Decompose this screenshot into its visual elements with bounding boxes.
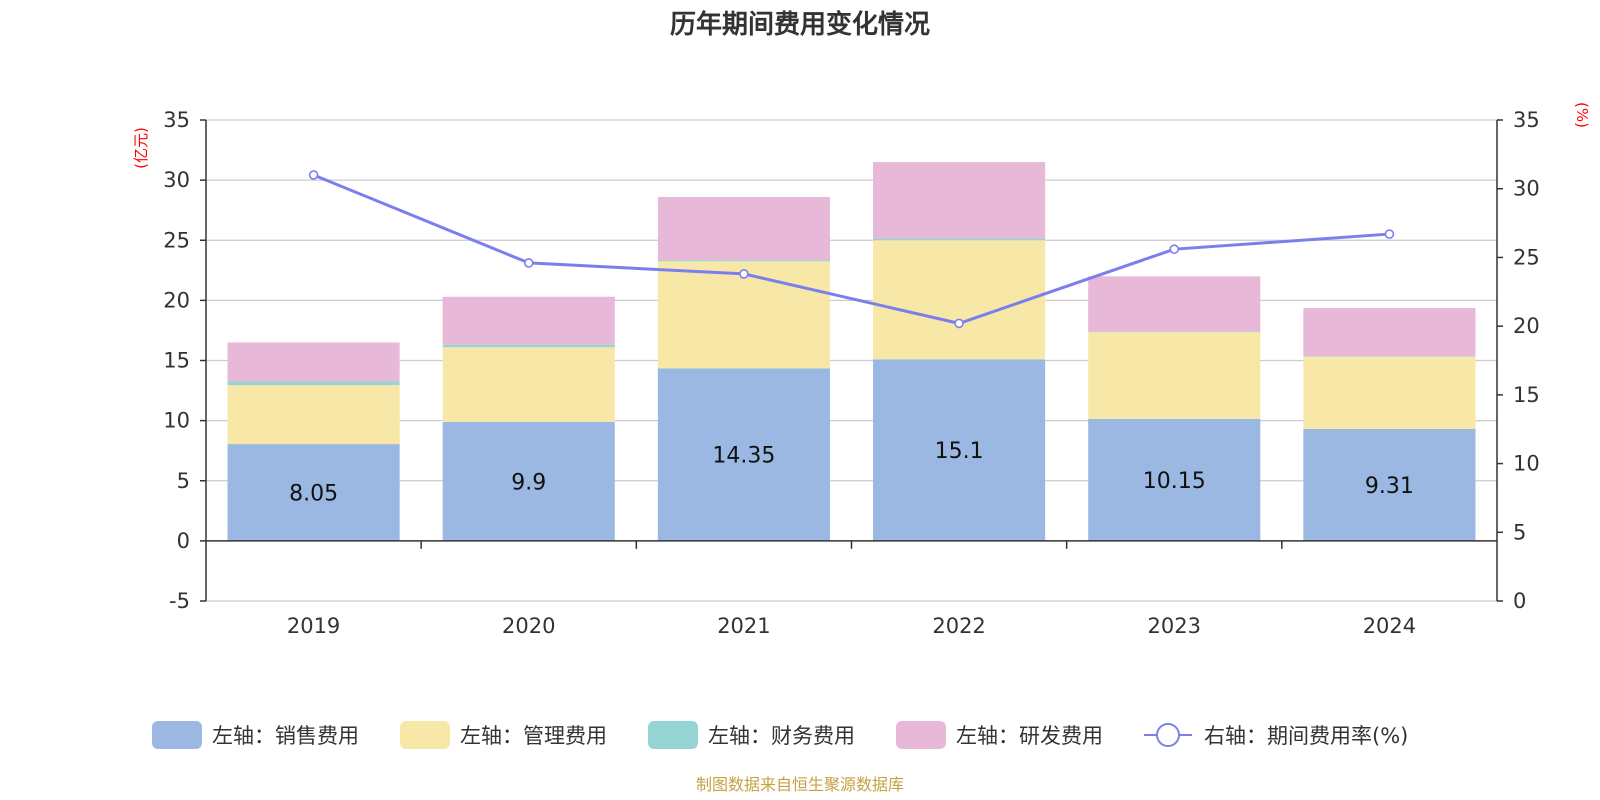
rate-line <box>308 170 1395 329</box>
bar-data-label: 10.15 <box>1143 469 1206 494</box>
left-axis-tick-label: 35 <box>163 108 190 132</box>
rate-line-path <box>313 173 1390 325</box>
left-axis-tick-label: -5 <box>169 589 190 613</box>
x-axis-label: 2020 <box>502 614 555 638</box>
bar-左轴：研发费用 <box>442 296 615 345</box>
bar-左轴：财务费用 <box>227 381 400 386</box>
bar-左轴：财务费用 <box>1088 331 1261 333</box>
legend-label: 左轴：销售费用 <box>212 724 359 748</box>
bar-左轴：销售费用 <box>442 421 615 541</box>
legend-line-marker <box>1156 723 1180 747</box>
source-note: 制图数据来自恒生聚源数据库 <box>696 775 904 794</box>
x-axis-label: 2023 <box>1148 614 1201 638</box>
axes: 35 30 25 20 15 10 5 0 -5 35 30 25 20 15 10 5 0 2019 2020 20… <box>163 108 1539 638</box>
bar-左轴：财务费用 <box>442 344 615 348</box>
x-axis-label: 2021 <box>717 614 770 638</box>
bar-左轴：管理费用 <box>873 240 1046 360</box>
legend-swatch <box>896 721 946 749</box>
bars <box>227 162 1476 541</box>
data-labels: 8.05 9.9 14.35 15.1 10.15 9.31 <box>289 439 1414 506</box>
bar-左轴：研发费用 <box>657 196 830 261</box>
bar-data-label: 9.31 <box>1365 474 1414 499</box>
chart-title: 历年期间费用变化情况 <box>670 9 930 40</box>
legend: 左轴：销售费用 左轴：管理费用 左轴：财务费用 左轴：研发费用 右轴：期间费用率(%) <box>152 721 1408 749</box>
grid-lines <box>206 119 1497 602</box>
bar-左轴：销售费用 <box>1303 428 1476 541</box>
legend-label: 左轴：研发费用 <box>956 724 1103 748</box>
bar-左轴：研发费用 <box>873 162 1046 239</box>
bar-左轴：管理费用 <box>1303 356 1476 429</box>
right-axis-tick-label: 10 <box>1513 452 1540 476</box>
rate-line-point <box>954 318 964 329</box>
bar-左轴：财务费用 <box>873 238 1046 241</box>
legend-label: 左轴：财务费用 <box>708 724 855 748</box>
right-axis-tick-label: 15 <box>1513 383 1540 407</box>
bar-左轴：管理费用 <box>442 347 615 422</box>
right-axis-tick-label: 25 <box>1513 245 1540 269</box>
rate-line-point <box>1169 244 1180 254</box>
rate-line-point <box>739 269 749 279</box>
legend-swatch <box>400 721 450 749</box>
left-axis-tick-label: 30 <box>163 168 190 192</box>
x-axis-label: 2022 <box>932 614 985 638</box>
x-axis-label: 2019 <box>287 614 340 638</box>
bar-data-label: 8.05 <box>289 481 338 506</box>
legend-label: 左轴：管理费用 <box>460 724 607 748</box>
right-axis-unit: (%) <box>1573 102 1591 128</box>
left-axis-tick-label: 10 <box>163 409 190 433</box>
left-axis-unit: (亿元) <box>132 127 150 169</box>
right-axis-tick-label: 0 <box>1513 589 1526 613</box>
rate-line-point <box>308 170 319 180</box>
left-axis-tick-label: 25 <box>163 228 190 252</box>
bar-左轴：管理费用 <box>657 261 830 369</box>
bar-左轴：财务费用 <box>1303 356 1476 357</box>
right-axis-tick-label: 5 <box>1513 520 1526 544</box>
bar-左轴：销售费用 <box>873 359 1046 541</box>
bar-左轴：研发费用 <box>1088 276 1261 332</box>
right-axis-tick-label: 30 <box>1513 177 1540 201</box>
left-axis-tick-label: 15 <box>163 349 190 373</box>
rate-line-point <box>523 258 534 268</box>
left-axis-tick-label: 5 <box>177 469 190 493</box>
left-axis-tick-label: 20 <box>163 288 190 312</box>
legend-swatch <box>648 721 698 749</box>
bar-左轴：研发费用 <box>1303 308 1476 357</box>
bar-左轴：销售费用 <box>657 368 830 541</box>
bar-data-label: 14.35 <box>712 444 775 469</box>
bar-左轴：财务费用 <box>657 260 830 262</box>
legend-swatch <box>152 721 202 749</box>
left-axis-tick-label: 0 <box>177 529 190 553</box>
bar-左轴：销售费用 <box>227 444 400 541</box>
bar-data-label: 15.1 <box>935 439 984 464</box>
bar-左轴：管理费用 <box>1088 332 1261 419</box>
right-axis-tick-label: 20 <box>1513 314 1540 338</box>
legend-label: 右轴：期间费用率(%) <box>1204 724 1408 748</box>
rate-line-point <box>1384 229 1395 239</box>
bar-左轴：管理费用 <box>227 385 400 445</box>
x-axis-label: 2024 <box>1363 614 1416 638</box>
bar-data-label: 9.9 <box>511 470 546 495</box>
bar-左轴：研发费用 <box>227 342 400 382</box>
right-axis-tick-label: 35 <box>1513 108 1540 132</box>
bar-左轴：销售费用 <box>1088 418 1261 541</box>
